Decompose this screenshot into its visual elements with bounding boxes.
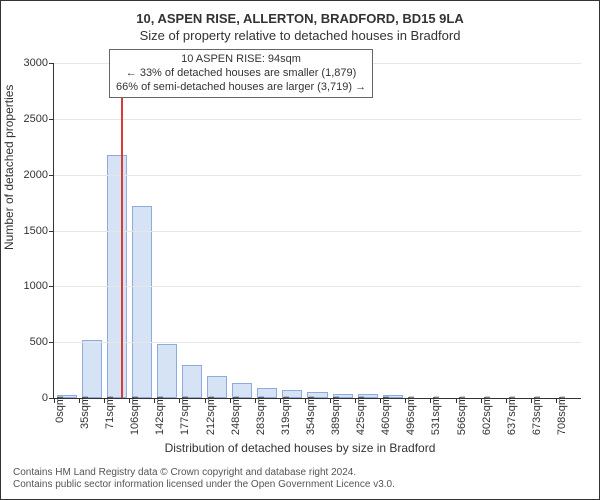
y-gridline: [54, 175, 581, 176]
footer-line1: Contains HM Land Registry data © Crown c…: [13, 467, 587, 479]
y-tick-label: 3000: [24, 57, 48, 69]
x-tick-label: 566sqm: [456, 396, 468, 435]
histogram-bar: [207, 376, 227, 398]
y-tick-mark: [49, 175, 54, 176]
y-tick-label: 2500: [24, 113, 48, 125]
y-tick-label: 500: [30, 336, 48, 348]
x-tick-label: 283sqm: [255, 396, 267, 435]
y-tick-mark: [49, 398, 54, 399]
footer-credits: Contains HM Land Registry data © Crown c…: [13, 467, 587, 491]
reference-line: [121, 63, 123, 398]
x-axis-title: Distribution of detached houses by size …: [1, 441, 599, 455]
x-tick-label: 425sqm: [355, 396, 367, 435]
x-tick-label: 142sqm: [154, 396, 166, 435]
x-tick-label: 673sqm: [531, 396, 543, 435]
histogram-bar: [157, 344, 177, 398]
footer-line2: Contains public sector information licen…: [13, 479, 587, 491]
y-tick-label: 1500: [24, 225, 48, 237]
y-tick-label: 1000: [24, 280, 48, 292]
chart-container: 10, ASPEN RISE, ALLERTON, BRADFORD, BD15…: [0, 0, 600, 500]
x-tick-label: 496sqm: [405, 396, 417, 435]
y-gridline: [54, 231, 581, 232]
y-gridline: [54, 342, 581, 343]
annotation-box: 10 ASPEN RISE: 94sqm ← 33% of detached h…: [109, 49, 373, 98]
x-tick-label: 708sqm: [556, 396, 568, 435]
y-tick-mark: [49, 119, 54, 120]
annotation-line1: 10 ASPEN RISE: 94sqm: [116, 53, 366, 67]
x-tick-label: 389sqm: [330, 396, 342, 435]
chart-area: 0sqm35sqm71sqm106sqm142sqm177sqm212sqm24…: [53, 63, 581, 399]
x-tick-label: 177sqm: [179, 396, 191, 435]
x-tick-label: 354sqm: [305, 396, 317, 435]
annotation-line2: ← 33% of detached houses are smaller (1,…: [116, 67, 366, 81]
x-tick-label: 71sqm: [104, 396, 116, 429]
histogram-bar: [132, 206, 152, 398]
x-tick-label: 212sqm: [205, 396, 217, 435]
annotation-line3: 66% of semi-detached houses are larger (…: [116, 81, 366, 95]
y-tick-mark: [49, 342, 54, 343]
x-tick-label: 637sqm: [506, 396, 518, 435]
y-axis-title: Number of detached properties: [2, 85, 16, 250]
x-tick-label: 460sqm: [380, 396, 392, 435]
x-tick-label: 35sqm: [79, 396, 91, 429]
y-gridline: [54, 286, 581, 287]
y-gridline: [54, 119, 581, 120]
plot-area: 0sqm35sqm71sqm106sqm142sqm177sqm212sqm24…: [53, 63, 581, 399]
y-tick-label: 0: [42, 392, 48, 404]
y-tick-mark: [49, 286, 54, 287]
histogram-bar: [82, 340, 102, 398]
x-tick-label: 248sqm: [230, 396, 242, 435]
histogram-bar: [182, 365, 202, 399]
chart-title-desc: Size of property relative to detached ho…: [13, 28, 587, 43]
x-tick-label: 0sqm: [54, 396, 66, 423]
x-tick-label: 602sqm: [481, 396, 493, 435]
chart-title-address: 10, ASPEN RISE, ALLERTON, BRADFORD, BD15…: [13, 11, 587, 26]
x-tick-label: 531sqm: [430, 396, 442, 435]
x-tick-label: 106sqm: [129, 396, 141, 435]
y-tick-label: 2000: [24, 169, 48, 181]
y-tick-mark: [49, 231, 54, 232]
histogram-bar: [107, 155, 127, 398]
x-tick-label: 319sqm: [280, 396, 292, 435]
y-tick-mark: [49, 63, 54, 64]
